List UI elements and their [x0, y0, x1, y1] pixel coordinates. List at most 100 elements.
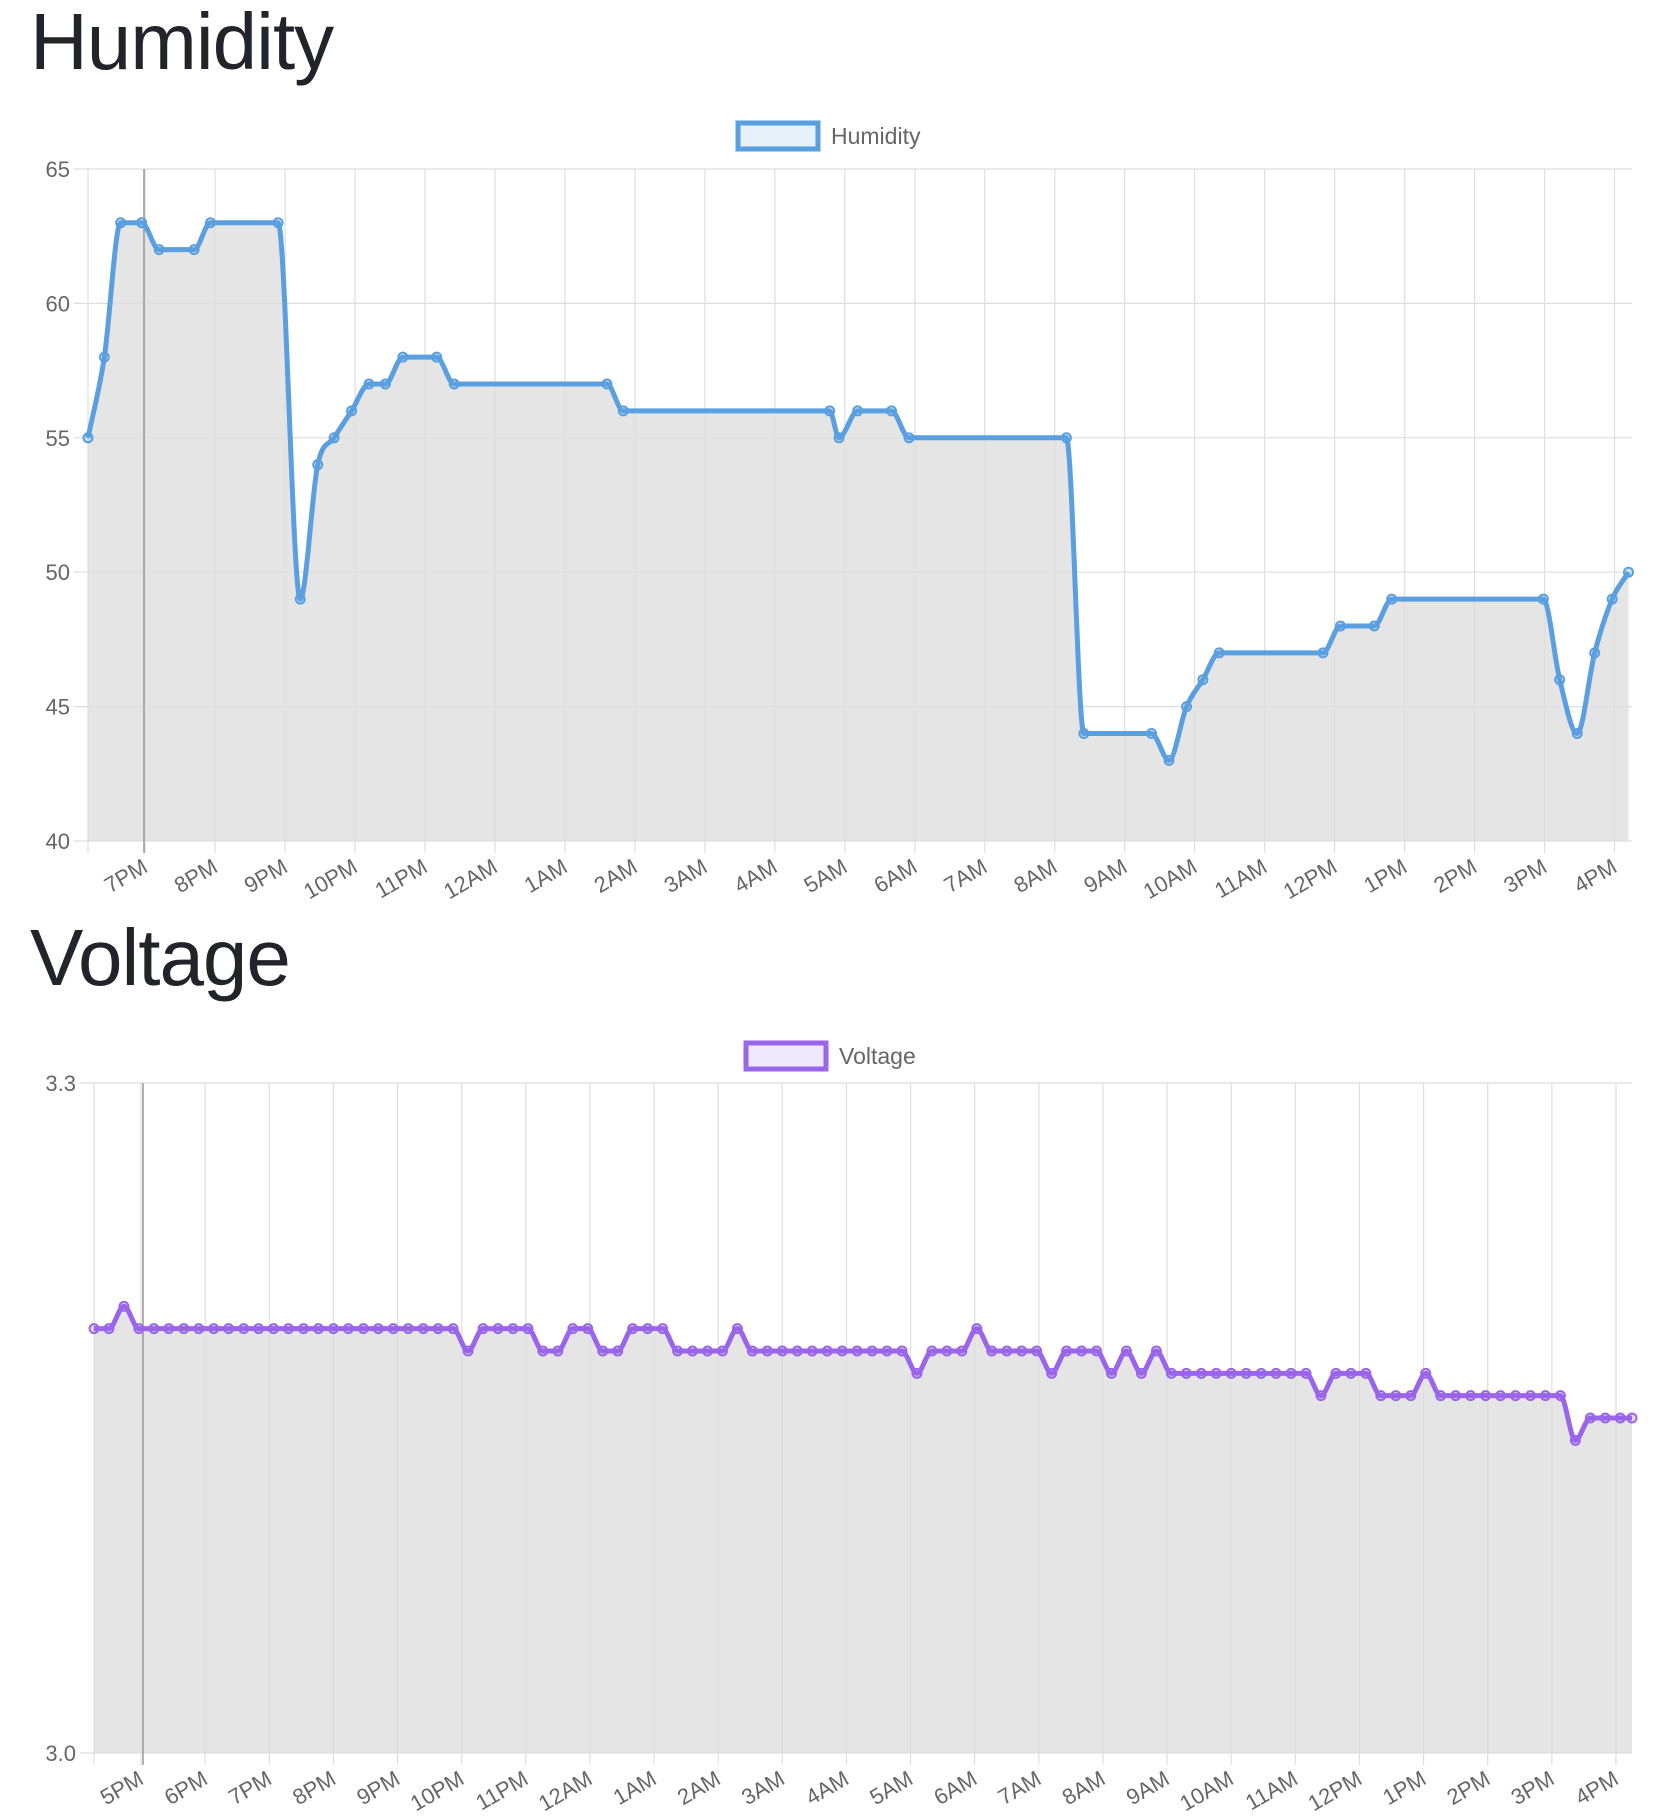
voltage-data-point[interactable] — [372, 1323, 384, 1335]
humidity-data-point[interactable] — [1213, 647, 1225, 659]
humidity-data-point[interactable] — [204, 217, 216, 229]
humidity-data-point[interactable] — [1317, 647, 1329, 659]
humidity-data-point[interactable] — [885, 405, 897, 417]
voltage-data-point[interactable] — [896, 1345, 908, 1357]
humidity-data-point[interactable] — [1368, 620, 1380, 632]
humidity-data-point[interactable] — [448, 378, 460, 390]
voltage-data-point[interactable] — [836, 1345, 848, 1357]
humidity-data-point[interactable] — [824, 405, 836, 417]
voltage-data-point[interactable] — [477, 1323, 489, 1335]
humidity-data-point[interactable] — [1554, 674, 1566, 686]
voltage-data-point[interactable] — [687, 1345, 699, 1357]
voltage-data-point[interactable] — [941, 1345, 953, 1357]
voltage-data-point[interactable] — [1300, 1367, 1312, 1379]
voltage-data-point[interactable] — [1450, 1390, 1462, 1402]
voltage-data-point[interactable] — [1510, 1390, 1522, 1402]
voltage-data-point[interactable] — [1180, 1367, 1192, 1379]
voltage-data-point[interactable] — [1345, 1367, 1357, 1379]
voltage-data-point[interactable] — [881, 1345, 893, 1357]
humidity-data-point[interactable] — [833, 432, 845, 444]
voltage-data-point[interactable] — [1225, 1367, 1237, 1379]
voltage-data-point[interactable] — [1420, 1367, 1432, 1379]
voltage-data-point[interactable] — [1150, 1345, 1162, 1357]
humidity-data-point[interactable] — [397, 351, 409, 363]
voltage-data-point[interactable] — [612, 1345, 624, 1357]
voltage-data-point[interactable] — [761, 1345, 773, 1357]
voltage-data-point[interactable] — [1091, 1345, 1103, 1357]
voltage-data-point[interactable] — [971, 1323, 983, 1335]
humidity-data-point[interactable] — [1334, 620, 1346, 632]
voltage-data-point[interactable] — [776, 1345, 788, 1357]
voltage-data-point[interactable] — [1016, 1345, 1028, 1357]
humidity-data-point[interactable] — [617, 405, 629, 417]
voltage-data-point[interactable] — [1405, 1390, 1417, 1402]
voltage-data-point[interactable] — [297, 1323, 309, 1335]
voltage-data-point[interactable] — [1554, 1390, 1566, 1402]
voltage-data-point[interactable] — [1569, 1434, 1581, 1446]
voltage-data-point[interactable] — [1524, 1390, 1536, 1402]
voltage-data-point[interactable] — [911, 1367, 923, 1379]
humidity-data-point[interactable] — [1571, 727, 1583, 739]
voltage-data-point[interactable] — [537, 1345, 549, 1357]
humidity-data-point[interactable] — [272, 217, 284, 229]
voltage-data-point[interactable] — [1195, 1367, 1207, 1379]
voltage-data-point[interactable] — [522, 1323, 534, 1335]
humidity-data-point[interactable] — [188, 244, 200, 256]
humidity-data-point[interactable] — [1386, 593, 1398, 605]
humidity-data-point[interactable] — [379, 378, 391, 390]
voltage-data-point[interactable] — [1375, 1390, 1387, 1402]
humidity-data-point[interactable] — [136, 217, 148, 229]
voltage-data-point[interactable] — [731, 1323, 743, 1335]
voltage-data-point[interactable] — [447, 1323, 459, 1335]
voltage-data-point[interactable] — [1539, 1390, 1551, 1402]
voltage-data-point[interactable] — [627, 1323, 639, 1335]
voltage-data-point[interactable] — [148, 1323, 160, 1335]
humidity-data-point[interactable] — [1537, 593, 1549, 605]
voltage-data-point[interactable] — [657, 1323, 669, 1335]
humidity-data-point[interactable] — [98, 351, 110, 363]
voltage-data-point[interactable] — [432, 1323, 444, 1335]
voltage-data-point[interactable] — [1061, 1345, 1073, 1357]
voltage-data-point[interactable] — [806, 1345, 818, 1357]
humidity-data-point[interactable] — [431, 351, 443, 363]
voltage-data-point[interactable] — [821, 1345, 833, 1357]
voltage-data-point[interactable] — [1001, 1345, 1013, 1357]
voltage-data-point[interactable] — [342, 1323, 354, 1335]
humidity-data-point[interactable] — [82, 432, 94, 444]
voltage-data-point[interactable] — [791, 1345, 803, 1357]
voltage-data-point[interactable] — [1105, 1367, 1117, 1379]
voltage-data-point[interactable] — [672, 1345, 684, 1357]
humidity-data-point[interactable] — [328, 432, 340, 444]
voltage-data-point[interactable] — [417, 1323, 429, 1335]
voltage-data-point[interactable] — [1614, 1412, 1626, 1424]
voltage-data-point[interactable] — [507, 1323, 519, 1335]
voltage-data-point[interactable] — [208, 1323, 220, 1335]
humidity-data-point[interactable] — [312, 459, 324, 471]
voltage-data-point[interactable] — [1255, 1367, 1267, 1379]
humidity-legend[interactable]: Humidity — [735, 120, 921, 152]
voltage-data-point[interactable] — [178, 1323, 190, 1335]
humidity-data-point[interactable] — [1146, 727, 1158, 739]
voltage-data-point[interactable] — [283, 1323, 295, 1335]
voltage-data-point[interactable] — [327, 1323, 339, 1335]
voltage-data-point[interactable] — [956, 1345, 968, 1357]
voltage-data-point[interactable] — [1315, 1390, 1327, 1402]
voltage-data-point[interactable] — [986, 1345, 998, 1357]
voltage-data-point[interactable] — [1465, 1390, 1477, 1402]
voltage-data-point[interactable] — [552, 1345, 564, 1357]
voltage-data-point[interactable] — [223, 1323, 235, 1335]
humidity-data-point[interactable] — [1623, 566, 1635, 578]
humidity-data-point[interactable] — [1060, 432, 1072, 444]
humidity-data-point[interactable] — [601, 378, 613, 390]
voltage-data-point[interactable] — [582, 1323, 594, 1335]
humidity-data-point[interactable] — [903, 432, 915, 444]
voltage-data-point[interactable] — [866, 1345, 878, 1357]
voltage-data-point[interactable] — [701, 1345, 713, 1357]
voltage-data-point[interactable] — [716, 1345, 728, 1357]
voltage-legend[interactable]: Voltage — [743, 1040, 916, 1072]
voltage-data-point[interactable] — [642, 1323, 654, 1335]
voltage-data-point[interactable] — [1046, 1367, 1058, 1379]
voltage-data-point[interactable] — [851, 1345, 863, 1357]
voltage-data-point[interactable] — [238, 1323, 250, 1335]
voltage-data-point[interactable] — [567, 1323, 579, 1335]
